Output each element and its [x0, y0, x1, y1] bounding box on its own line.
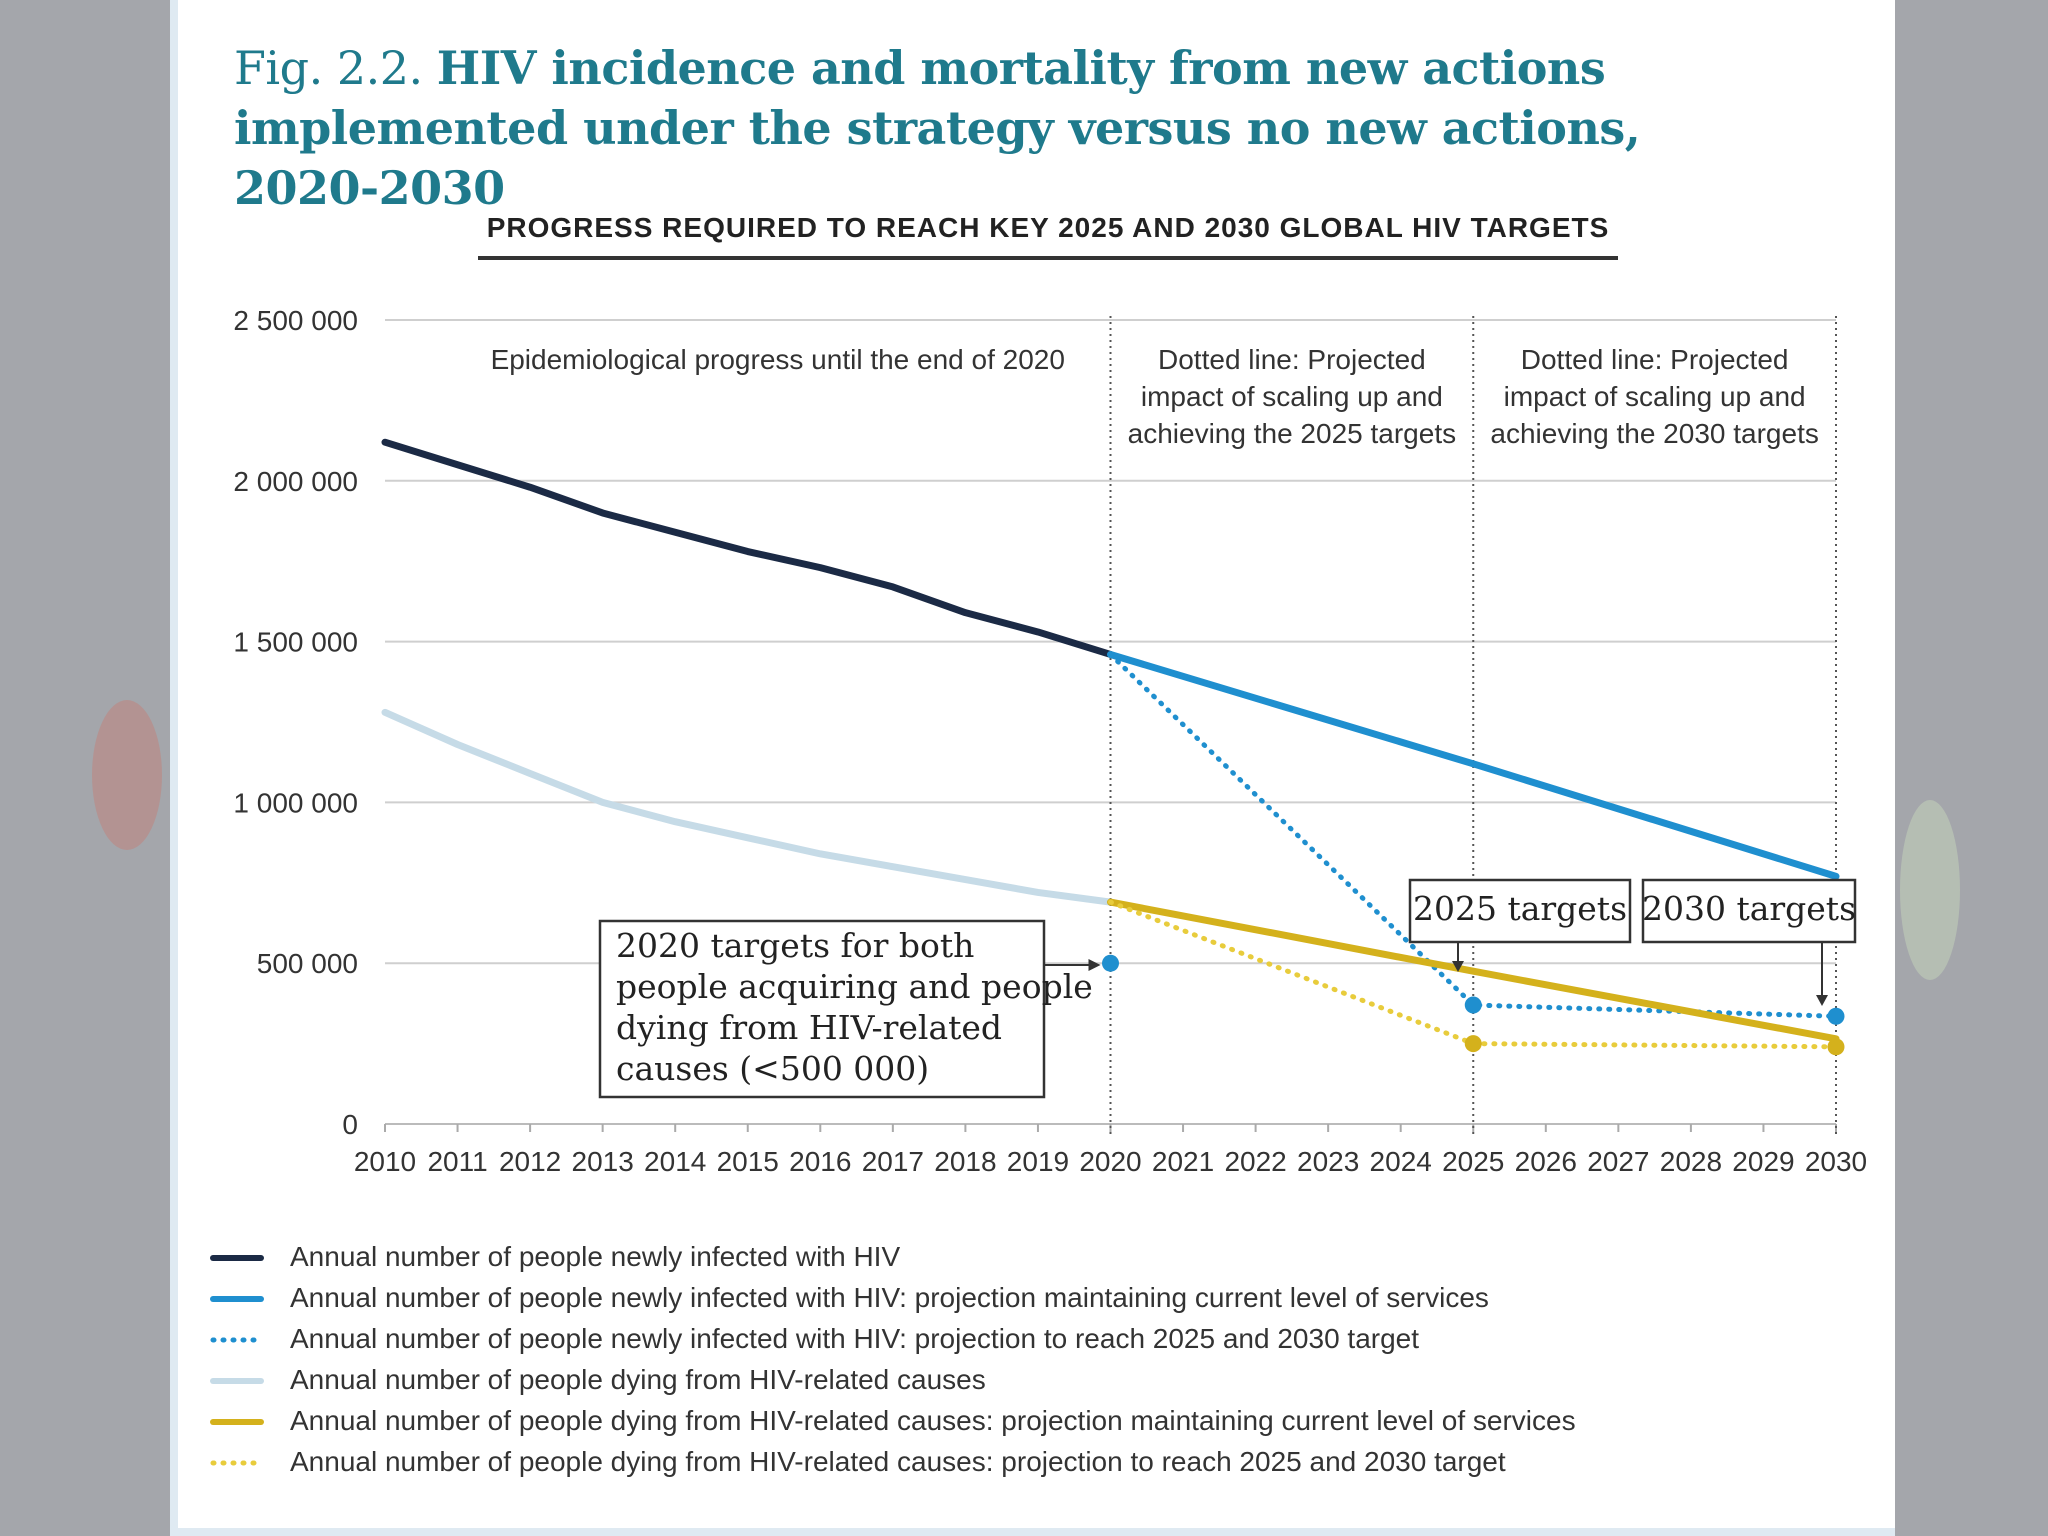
- annotation-2025-arrowhead: [1452, 961, 1464, 972]
- region-label-line: achieving the 2025 targets: [1128, 418, 1456, 449]
- series-line-3: [1108, 651, 1839, 1019]
- y-tick-label: 2 000 000: [233, 466, 358, 497]
- y-tick-label: 2 500 000: [233, 305, 358, 336]
- series-line-4: [381, 708, 1114, 906]
- x-tick-label: 2030: [1805, 1146, 1867, 1177]
- backdrop-right-blob: [1900, 800, 1960, 980]
- x-tick-label: 2018: [934, 1146, 996, 1177]
- y-tick-label: 1 500 000: [233, 627, 358, 658]
- legend-swatch: [210, 1378, 264, 1384]
- target-marker: [1102, 954, 1119, 972]
- annotation-2020-line: 2020 targets for both: [616, 926, 974, 965]
- x-tick-label: 2019: [1007, 1146, 1069, 1177]
- x-tick-label: 2025: [1442, 1146, 1504, 1177]
- target-marker: [1464, 996, 1482, 1014]
- x-tick-label: 2016: [789, 1146, 851, 1177]
- target-marker: [1827, 1007, 1845, 1025]
- region-label-line: impact of scaling up and: [1504, 381, 1806, 412]
- legend-label: Annual number of people dying from HIV-r…: [290, 1445, 1506, 1477]
- legend-label: Annual number of people newly infected w…: [290, 1281, 1489, 1313]
- y-tick-label: 0: [342, 1109, 358, 1140]
- figure-panel: Fig. 2.2. HIV incidence and mortality fr…: [170, 0, 1895, 1536]
- x-tick-label: 2012: [499, 1146, 561, 1177]
- legend-swatch: [210, 1419, 264, 1425]
- region-label-line: Epidemiological progress until the end o…: [491, 344, 1065, 375]
- backdrop-left-blob: [92, 700, 162, 850]
- x-tick-label: 2011: [427, 1146, 487, 1177]
- x-tick-label: 2021: [1152, 1146, 1214, 1177]
- legend-swatch: [210, 1255, 264, 1261]
- annotation-2020-line: causes (<500 000): [616, 1049, 929, 1088]
- legend-item: Annual number of people dying from HIV-r…: [210, 1400, 1710, 1441]
- series-line-5: [1107, 898, 1840, 1043]
- region-label-line: impact of scaling up and: [1141, 381, 1443, 412]
- x-tick-label: 2028: [1660, 1146, 1722, 1177]
- target-marker: [1827, 1038, 1845, 1056]
- x-tick-label: 2010: [354, 1146, 416, 1177]
- legend-swatch: [210, 1460, 264, 1466]
- x-tick-label: 2023: [1297, 1146, 1359, 1177]
- legend-swatch: [210, 1296, 264, 1302]
- legend-label: Annual number of people dying from HIV-r…: [290, 1363, 986, 1395]
- region-label-line: Dotted line: Projected: [1158, 344, 1426, 375]
- annotation-2030-box: [1641, 878, 1857, 944]
- annotation-2030-label: 2030 targets: [1642, 889, 1856, 928]
- region-label-line: Dotted line: Projected: [1521, 344, 1789, 375]
- annotation-2020-arrowhead: [1088, 959, 1101, 971]
- x-tick-label: 2014: [644, 1146, 706, 1177]
- target-marker: [1464, 1035, 1482, 1053]
- x-tick-label: 2015: [717, 1146, 779, 1177]
- figure-title: Fig. 2.2. HIV incidence and mortality fr…: [234, 38, 1794, 218]
- figure-number: Fig. 2.2.: [234, 41, 423, 95]
- x-tick-label: 2020: [1079, 1146, 1141, 1177]
- x-tick-label: 2026: [1515, 1146, 1577, 1177]
- chart-title: PROGRESS REQUIRED TO REACH KEY 2025 AND …: [478, 212, 1618, 260]
- x-tick-label: 2017: [862, 1146, 924, 1177]
- x-tick-label: 2024: [1370, 1146, 1432, 1177]
- annotation-2020-line: people acquiring and people: [616, 967, 1093, 1006]
- x-tick-label: 2029: [1732, 1146, 1794, 1177]
- annotation-2030-arrowhead: [1816, 995, 1828, 1006]
- legend-item: Annual number of people newly infected w…: [210, 1277, 1710, 1318]
- series-line-2: [1107, 650, 1840, 880]
- legend-item: Annual number of people newly infected w…: [210, 1236, 1710, 1277]
- legend-item: Annual number of people newly infected w…: [210, 1318, 1710, 1359]
- x-tick-label: 2013: [572, 1146, 634, 1177]
- y-tick-label: 1 000 000: [233, 787, 358, 818]
- series-line-1: [381, 438, 1114, 658]
- figure-title-text: HIV incidence and mortality from new act…: [234, 41, 1641, 215]
- legend-label: Annual number of people newly infected w…: [290, 1240, 901, 1272]
- annotation-2025-box: [1408, 878, 1632, 944]
- chart-legend: Annual number of people newly infected w…: [210, 1236, 1710, 1482]
- annotation-2020-line: dying from HIV-related: [616, 1008, 1002, 1047]
- legend-label: Annual number of people newly infected w…: [290, 1322, 1420, 1354]
- legend-item: Annual number of people dying from HIV-r…: [210, 1359, 1710, 1400]
- annotation-2025-label: 2025 targets: [1413, 889, 1627, 928]
- legend-item: Annual number of people dying from HIV-r…: [210, 1441, 1710, 1482]
- x-tick-label: 2027: [1587, 1146, 1649, 1177]
- annotation-2020-box: [598, 919, 1046, 1099]
- legend-label: Annual number of people dying from HIV-r…: [290, 1404, 1576, 1436]
- legend-swatch: [210, 1337, 264, 1343]
- region-label-line: achieving the 2030 targets: [1490, 418, 1818, 449]
- y-tick-label: 500 000: [257, 948, 358, 979]
- x-tick-label: 2022: [1224, 1146, 1286, 1177]
